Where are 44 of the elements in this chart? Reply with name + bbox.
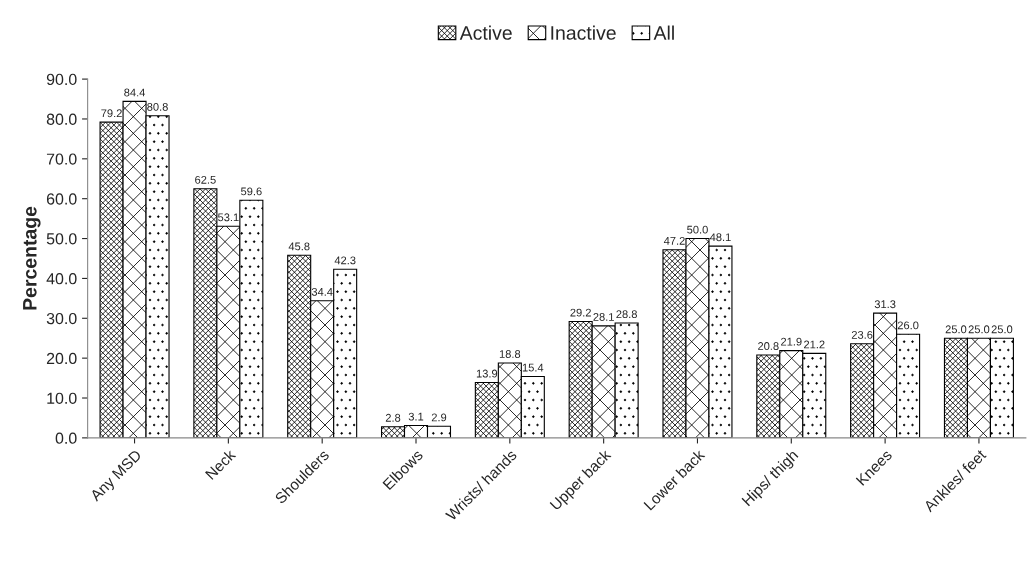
data-label: 34.4 <box>311 287 333 296</box>
data-label: 48.1 <box>709 233 731 242</box>
data-label: 18.8 <box>499 350 521 358</box>
data-label: 84.4 <box>124 88 146 97</box>
data-label: 21.2 <box>804 340 825 349</box>
data-label: 2.9 <box>431 413 447 422</box>
data-label: 50.0 <box>687 225 708 234</box>
data-label: 45.8 <box>288 242 310 251</box>
y-tick-label: 20.0 <box>46 352 77 365</box>
data-label: 20.8 <box>758 342 779 350</box>
y-tick-label: 50.0 <box>46 233 77 245</box>
y-axis-title: Percentage <box>23 206 41 310</box>
data-label: 31.3 <box>874 300 896 309</box>
y-tick-label: 10.0 <box>47 392 77 404</box>
data-label: 62.5 <box>195 175 216 184</box>
data-label: 59.6 <box>240 187 262 196</box>
y-tick-label: 30.0 <box>46 312 77 325</box>
data-label: 53.1 <box>218 213 239 222</box>
y-tick-label: 40.0 <box>46 273 77 285</box>
data-label: 13.9 <box>476 369 498 378</box>
data-label: 25.0 <box>991 325 1013 334</box>
data-label: 25.0 <box>945 325 967 334</box>
y-tick-label: 90.0 <box>46 73 77 86</box>
data-label: 47.2 <box>663 236 685 245</box>
data-label: 3.1 <box>408 412 424 421</box>
y-tick-label: 70.0 <box>46 153 77 165</box>
legend-label: Inactive <box>551 25 616 40</box>
data-label: 28.1 <box>593 313 614 321</box>
data-label: 21.9 <box>781 337 802 346</box>
data-label: 28.8 <box>616 310 637 319</box>
y-tick-label: 0.0 <box>55 432 77 444</box>
data-label: 79.2 <box>101 109 122 118</box>
data-label: 26.0 <box>897 321 919 330</box>
data-label: 42.3 <box>334 256 356 265</box>
data-label: 15.4 <box>522 363 544 372</box>
data-label: 29.2 <box>570 308 591 317</box>
data-label: 25.0 <box>968 325 990 334</box>
legend-label: All <box>653 25 674 40</box>
data-label: 23.6 <box>851 330 873 339</box>
legend-label: Active <box>459 25 512 40</box>
data-label: 80.8 <box>147 102 168 111</box>
y-tick-label: 80.0 <box>46 113 77 125</box>
y-tick-label: 60.0 <box>46 193 77 205</box>
data-label: 2.8 <box>385 413 401 422</box>
